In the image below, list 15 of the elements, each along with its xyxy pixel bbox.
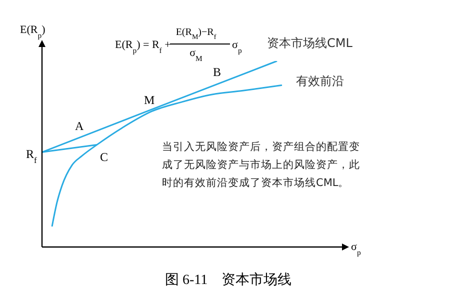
text: 图 6-11 资本市场线 [165,272,292,288]
y-axis-title: E(R$_{p}$) [20,24,46,40]
text: σ$_{p}$ [232,39,242,54]
annotation: σ$_{M}$ [190,47,203,62]
annotation: M [144,93,155,107]
series-label: 资本市场线CML [267,36,353,50]
annotation: 当引入无风险资产后，资产组合的配置变成了无风险资产与市场上的风险资产，此时的有效前沿变成了资本市场线CML。 [162,140,361,191]
annotation: B [213,65,222,79]
series-label: 有效前沿 [296,74,344,88]
text: E(R$_{M}$)−R$_{f}$ [176,27,217,41]
text: R$_{f}$ [26,147,38,164]
text: σ$_{p}$ [351,241,361,256]
annotation: A [75,119,84,133]
annotation: C [100,150,108,164]
text: E(R$_{p}$) = R$_{f}$ + [115,39,171,54]
